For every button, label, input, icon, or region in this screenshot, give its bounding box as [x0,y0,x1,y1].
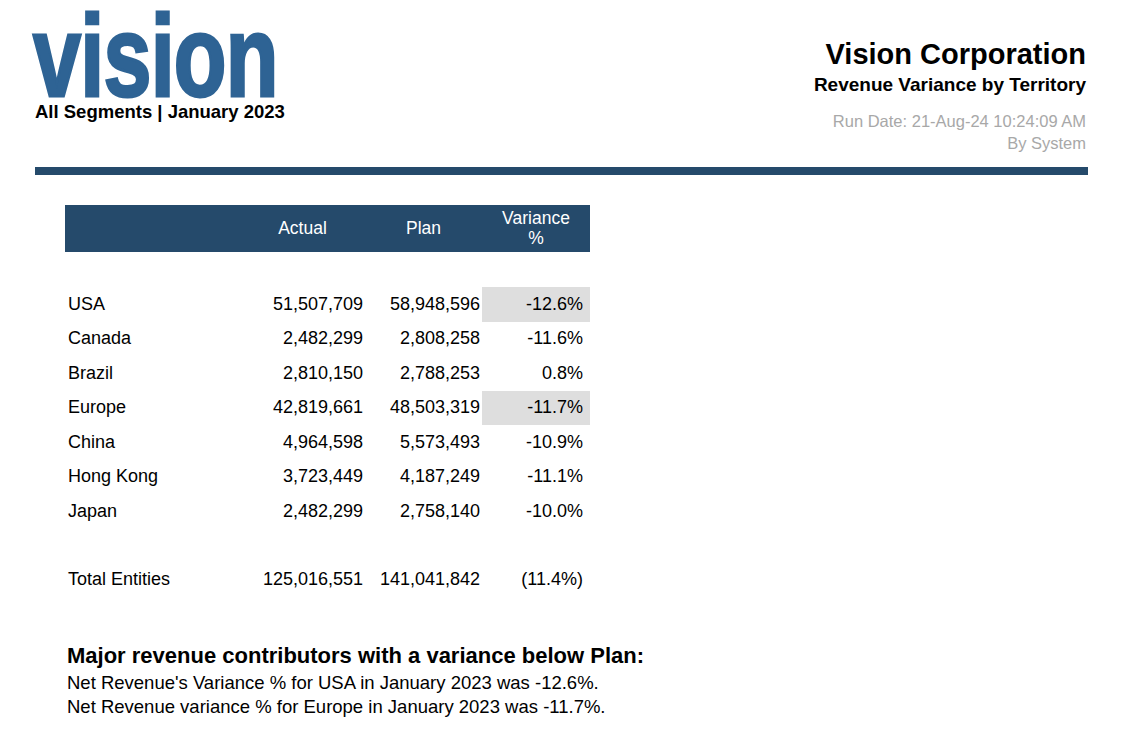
run-by: By System [814,135,1086,152]
table-row: Europe 42,819,661 48,503,319 -11.7% [65,391,590,426]
report-scope-label: All Segments | January 2023 [35,101,285,123]
summary-heading: Major revenue contributors with a varian… [67,643,644,669]
summary-section: Major revenue contributors with a varian… [67,643,644,718]
table-row: Japan 2,482,299 2,758,140 -10.0% [65,494,590,529]
table-spacer [65,252,590,287]
vision-logo: vision [33,0,278,114]
table-row: Canada 2,482,299 2,808,258 -11.6% [65,322,590,357]
report-title: Revenue Variance by Territory [814,75,1086,94]
company-name: Vision Corporation [814,40,1086,69]
table-header-row: Actual Plan Variance % [65,205,590,252]
summary-line: Net Revenue variance % for Europe in Jan… [67,695,644,719]
column-header-variance: Variance % [482,205,590,252]
highlighted-variance-cell: -12.6% [482,287,590,322]
highlighted-variance-cell: -11.7% [482,391,590,426]
report-header: Vision Corporation Revenue Variance by T… [814,40,1086,151]
table-total-row: Total Entities 125,016,551 141,041,842 (… [65,563,590,597]
table-row: Hong Kong 3,723,449 4,187,249 -11.1% [65,460,590,495]
summary-line: Net Revenue's Variance % for USA in Janu… [67,671,644,695]
table-row: Brazil 2,810,150 2,788,253 0.8% [65,356,590,391]
variance-table: Actual Plan Variance % USA 51,507,709 58… [65,205,590,597]
run-date: Run Date: 21-Aug-24 10:24:09 AM [814,113,1086,130]
table-row: China 4,964,598 5,573,493 -10.9% [65,425,590,460]
table-spacer [65,529,590,563]
header-divider [35,167,1088,175]
column-header-plan: Plan [365,205,482,252]
column-header-entity [65,205,240,252]
table-row: USA 51,507,709 58,948,596 -12.6% [65,287,590,322]
report-page: vision All Segments | January 2023 Visio… [0,0,1121,729]
column-header-actual: Actual [240,205,365,252]
